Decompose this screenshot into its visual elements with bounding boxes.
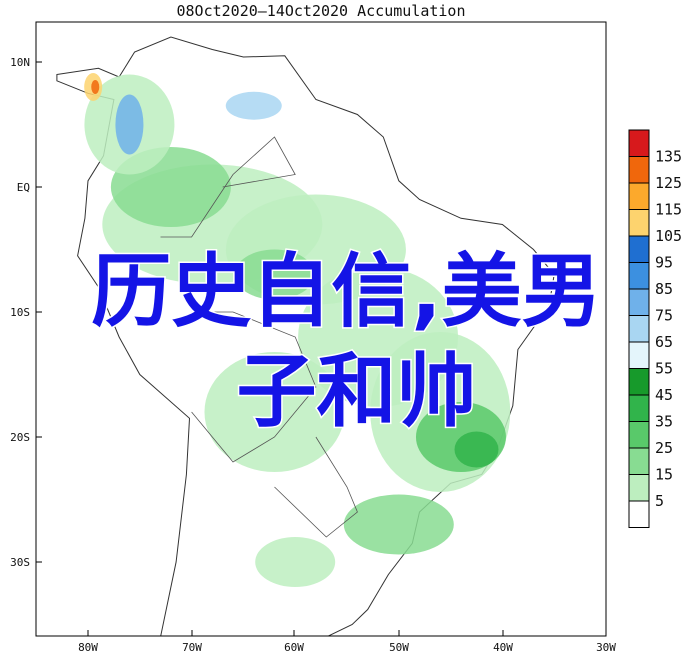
axes: 80W 70W 60W 50W 40W 30W 10N EQ 10S 20S 30S — [10, 56, 616, 654]
colorbar-label: 15 — [655, 466, 673, 484]
rain-area — [204, 352, 345, 472]
rain-area — [343, 494, 454, 555]
colorbar-box — [628, 447, 650, 475]
overlay-text: 历史自信,美男 — [90, 245, 603, 338]
colorbar-label: 75 — [655, 307, 673, 325]
y-tick-label: 30S — [10, 556, 30, 569]
colorbar-label: 135 — [655, 148, 682, 166]
colorbar-label: 105 — [655, 227, 682, 245]
colorbar-box — [628, 156, 650, 184]
overlay-text: 子和帅 — [235, 345, 478, 438]
colorbar: 135 125 115 105 95 85 75 65 55 45 35 25 15 5 — [628, 129, 682, 528]
y-tick-label: 10S — [10, 306, 30, 319]
colorbar-box — [628, 182, 650, 210]
colorbar-label: 25 — [655, 439, 673, 457]
colorbar-box — [628, 474, 650, 502]
y-tick-label: 20S — [10, 431, 30, 444]
y-tick-label: EQ — [17, 181, 30, 194]
x-tick-label: 30W — [596, 641, 616, 654]
rain-area — [115, 94, 144, 155]
colorbar-label: 95 — [655, 254, 673, 272]
colorbar-label: 65 — [655, 333, 673, 351]
land-layer — [56, 36, 555, 636]
rain-area — [234, 249, 315, 300]
colorbar-label: 125 — [655, 174, 682, 192]
border — [160, 136, 296, 238]
rain-area — [454, 431, 499, 468]
x-tick-label: 60W — [284, 641, 304, 654]
x-tick-label: 70W — [182, 641, 202, 654]
colorbar-label: 85 — [655, 280, 673, 298]
colorbar-box — [628, 500, 650, 528]
rain-area — [225, 91, 282, 120]
rain-area — [255, 537, 336, 587]
map-title: 08Oct2020—14Oct2020 Accumulation — [177, 2, 466, 20]
rain-area — [91, 80, 100, 94]
colorbar-label: 45 — [655, 386, 673, 404]
colorbar-label: 5 — [655, 492, 664, 510]
x-tick-label: 80W — [78, 641, 98, 654]
border — [274, 436, 358, 538]
colorbar-label: 55 — [655, 360, 673, 378]
colorbar-label: 35 — [655, 413, 673, 431]
x-tick-label: 50W — [389, 641, 409, 654]
x-tick-label: 40W — [493, 641, 513, 654]
border — [191, 311, 317, 463]
colorbar-box — [628, 129, 650, 157]
colorbar-label: 115 — [655, 201, 682, 219]
colorbar-box — [628, 209, 650, 237]
y-tick-label: 10N — [10, 56, 30, 69]
map-frame — [35, 21, 607, 637]
